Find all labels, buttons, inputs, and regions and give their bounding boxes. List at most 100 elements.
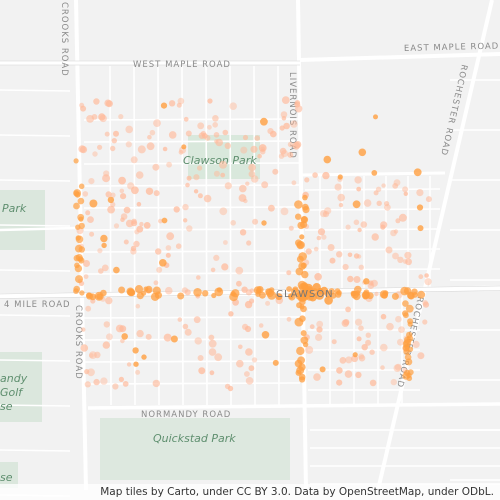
density-dot (104, 99, 112, 107)
density-dot (212, 122, 218, 128)
density-dot (130, 245, 137, 252)
density-dot (393, 229, 399, 234)
density-dot (373, 114, 378, 120)
density-dot (300, 221, 308, 229)
density-dot (139, 221, 144, 227)
density-dot (155, 248, 162, 255)
density-dot (375, 186, 382, 192)
density-dot (107, 196, 115, 204)
density-dot (395, 315, 402, 323)
density-dot (120, 213, 128, 220)
density-dot (261, 181, 269, 189)
density-dot (166, 161, 173, 168)
density-dot (236, 359, 244, 368)
density-dot (115, 324, 124, 333)
density-dot (178, 149, 184, 155)
local-street (304, 188, 441, 191)
density-dot (168, 100, 176, 107)
density-dot (368, 280, 374, 286)
density-dot (143, 222, 151, 229)
density-dot (345, 356, 353, 364)
density-dot (103, 321, 111, 328)
density-dot (425, 196, 432, 203)
density-dot (374, 291, 379, 297)
west-maple-road-label: WEST MAPLE ROAD (133, 60, 231, 70)
density-dot (294, 100, 301, 106)
density-dot (393, 364, 402, 372)
density-dot (407, 369, 414, 376)
density-dot (112, 383, 119, 390)
density-dot (194, 337, 202, 345)
density-dot (137, 145, 146, 154)
density-dot (365, 332, 371, 338)
density-dot (240, 146, 248, 154)
density-dot (278, 153, 285, 159)
density-dot (290, 120, 298, 128)
density-dot (209, 370, 215, 376)
density-dot (355, 371, 362, 379)
density-dot (110, 145, 116, 152)
local-street (0, 134, 71, 137)
density-dot (101, 242, 107, 249)
density-dot (207, 98, 213, 104)
density-dot (173, 206, 180, 213)
density-dot (322, 171, 330, 180)
density-dot (123, 206, 131, 214)
density-dot (353, 276, 361, 283)
density-dot (301, 203, 309, 211)
density-dot (220, 172, 226, 178)
density-dot (123, 239, 129, 245)
density-dot (371, 170, 378, 176)
density-dot (100, 234, 108, 243)
density-dot (402, 310, 409, 317)
density-dot (128, 289, 135, 296)
density-dot (398, 326, 405, 333)
density-dot (345, 306, 351, 313)
density-dot (248, 365, 255, 372)
density-dot (299, 234, 305, 240)
density-dot (73, 285, 80, 293)
density-dot (89, 231, 95, 237)
density-dot (118, 176, 126, 185)
density-dot (376, 200, 382, 206)
density-dot (342, 263, 349, 271)
density-dot (347, 252, 353, 258)
density-dot (136, 329, 144, 338)
density-dot (397, 256, 404, 263)
density-dot (336, 251, 343, 258)
density-dot (392, 252, 399, 260)
normandy-road-label: NORMANDY ROAD (141, 410, 231, 420)
density-dot (87, 368, 95, 377)
dots-layer (73, 96, 432, 392)
density-dot (251, 357, 258, 363)
density-dot (93, 378, 100, 386)
density-dot (358, 264, 364, 270)
density-dot (299, 304, 305, 310)
density-dot (308, 293, 317, 302)
density-dot (102, 341, 111, 349)
bottom-left-park-area (0, 462, 18, 488)
local-street (229, 65, 232, 406)
density-dot (83, 260, 90, 267)
density-dot (358, 148, 367, 157)
density-dot (337, 193, 346, 202)
density-dot (136, 292, 144, 300)
density-dot (78, 145, 86, 153)
density-dot (244, 300, 253, 309)
density-dot (165, 245, 172, 251)
density-dot (79, 290, 85, 296)
density-dot (296, 255, 304, 263)
density-dot (300, 330, 307, 337)
density-dot (392, 183, 399, 189)
density-dot (363, 199, 372, 207)
density-dot (88, 178, 95, 185)
local-street (83, 250, 301, 253)
density-dot (239, 229, 247, 236)
density-dot (100, 377, 108, 385)
density-dot (244, 325, 252, 333)
density-dot (265, 300, 271, 306)
golf-label-line3: se (0, 400, 13, 413)
density-dot (391, 292, 399, 300)
density-dot (177, 317, 183, 322)
